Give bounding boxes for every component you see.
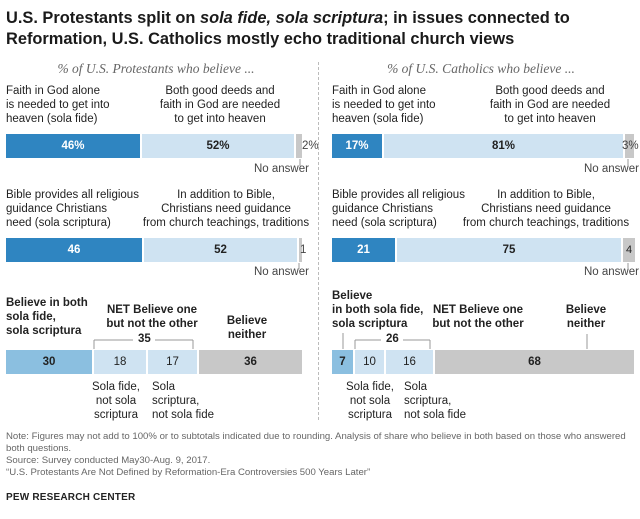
c-trad-label: In addition to Bible, Christians need gui…: [462, 189, 630, 229]
p-sola-fide-seg: 46%: [6, 134, 140, 158]
c-noanswer-label-1: No answer: [584, 163, 639, 175]
footer-org: PEW RESEARCH CENTER: [6, 492, 136, 503]
p-sola-scriptura-only-seg: 17: [148, 350, 197, 374]
p-no-answer-seg: [299, 238, 302, 262]
c-good-deeds-seg: 81%: [384, 134, 623, 158]
p-neither-label: Believe neither: [226, 315, 268, 341]
p-bible-bar: 46 52: [6, 238, 302, 262]
c-deeds-label: Both good deeds and faith in God are need…: [489, 85, 611, 125]
p-net-label: NET Believe one but not the other: [106, 304, 198, 330]
notes: Note: Figures may not add to 100% or to …: [6, 431, 634, 479]
p-neither-seg: 36: [199, 350, 302, 374]
chart-title: U.S. Protestants split on sola fide, sol…: [6, 9, 570, 48]
p-noanswer-label-2: No answer: [254, 266, 309, 278]
p-net-value: 35: [138, 333, 151, 345]
p-fide-bar: 46% 52%: [6, 134, 302, 158]
report-text: “U.S. Protestants Are Not Defined by Ref…: [6, 467, 371, 478]
p-good-deeds-seg: 52%: [142, 134, 294, 158]
p-both-seg: 30: [6, 350, 92, 374]
p-tradition-seg: 52: [144, 238, 297, 262]
c-sola-fide-seg: 17%: [332, 134, 382, 158]
note-text: Note: Figures may not add to 100% or to …: [6, 431, 626, 454]
c-no-answer-seg: [625, 134, 634, 158]
c-fide-noanswer-value: 3%: [622, 140, 639, 152]
c-both-seg: 7: [332, 350, 353, 374]
c-fide-bar: 17% 81%: [332, 134, 634, 158]
p-sf-label: Sola fide, not sola scriptura: [92, 381, 140, 421]
p-deeds-label: Both good deeds and faith in God are need…: [159, 85, 281, 125]
p-trad-label: In addition to Bible, Christians need gui…: [142, 189, 310, 229]
c-noanswer-label-2: No answer: [584, 266, 639, 278]
c-bible-label: Bible provides all religious guidance Chr…: [332, 189, 465, 229]
p-sola-fide-only-seg: 18: [94, 350, 146, 374]
p-ss-label: Sola scriptura, not sola fide: [152, 381, 215, 421]
catholics-subtitle: % of U.S. Catholics who believe ...: [387, 61, 575, 76]
p-fide-label: Faith in God alone is needed to get into h…: [6, 85, 110, 125]
c-fide-label: Faith in God alone is needed to get into h…: [332, 85, 436, 125]
p-sola-scriptura-seg: 46: [6, 238, 142, 262]
c-sola-scriptura-seg: 21: [332, 238, 395, 262]
c-net-value: 26: [386, 333, 399, 345]
p-no-answer-seg: [296, 134, 302, 158]
c-sola-scriptura-only-seg: 16: [386, 350, 433, 374]
c-combo-bar: 7 10 16 68: [332, 350, 634, 374]
protestants-subtitle: % of U.S. Protestants who believe ...: [57, 61, 255, 76]
c-sola-fide-only-seg: 10: [355, 350, 384, 374]
c-no-answer-seg: 4: [623, 238, 635, 262]
c-ss-label: Sola scriptura, not sola fide: [404, 381, 467, 421]
p-bible-noanswer-value: 1: [300, 244, 307, 256]
p-combo-bar: 30 18 17 36: [6, 350, 302, 374]
c-neither-seg: 68: [435, 350, 634, 374]
c-net-label: NET Believe one but not the other: [432, 304, 524, 330]
c-tradition-seg: 75: [397, 238, 621, 262]
p-bible-label: Bible provides all religious guidance Chr…: [6, 189, 139, 229]
p-noanswer-label-1: No answer: [254, 163, 309, 175]
p-fide-noanswer-value: 2%: [302, 140, 319, 152]
c-both-label: Believe in both sola fide, sola scriptura: [332, 290, 424, 330]
c-neither-label: Believe neither: [565, 304, 607, 330]
c-sf-label: Sola fide, not sola scriptura: [346, 381, 394, 421]
c-bible-bar: 21 75 4: [332, 238, 635, 262]
p-both-label: Believe in both sola fide, sola scriptura: [6, 297, 88, 337]
source-text: Source: Survey conducted May30-Aug. 9, 2…: [6, 455, 211, 466]
panel-divider: [318, 62, 319, 420]
